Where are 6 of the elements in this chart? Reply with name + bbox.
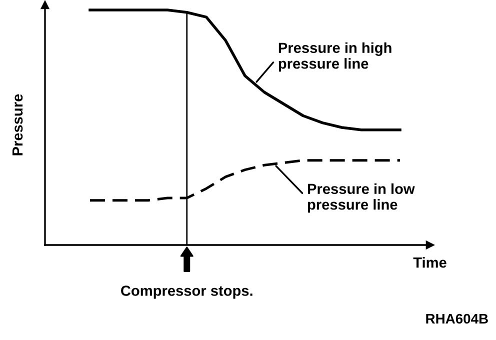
- y-axis-title: Pressure: [12, 94, 23, 156]
- text: Compressor stops.: [121, 286, 252, 299]
- text: RHA604B: [426, 314, 488, 324]
- series-label: Pressure in high pressure line: [278, 42, 392, 72]
- x-axis-title: Time: [413, 257, 446, 268]
- series-label: Pressure in low pressure line: [308, 183, 415, 213]
